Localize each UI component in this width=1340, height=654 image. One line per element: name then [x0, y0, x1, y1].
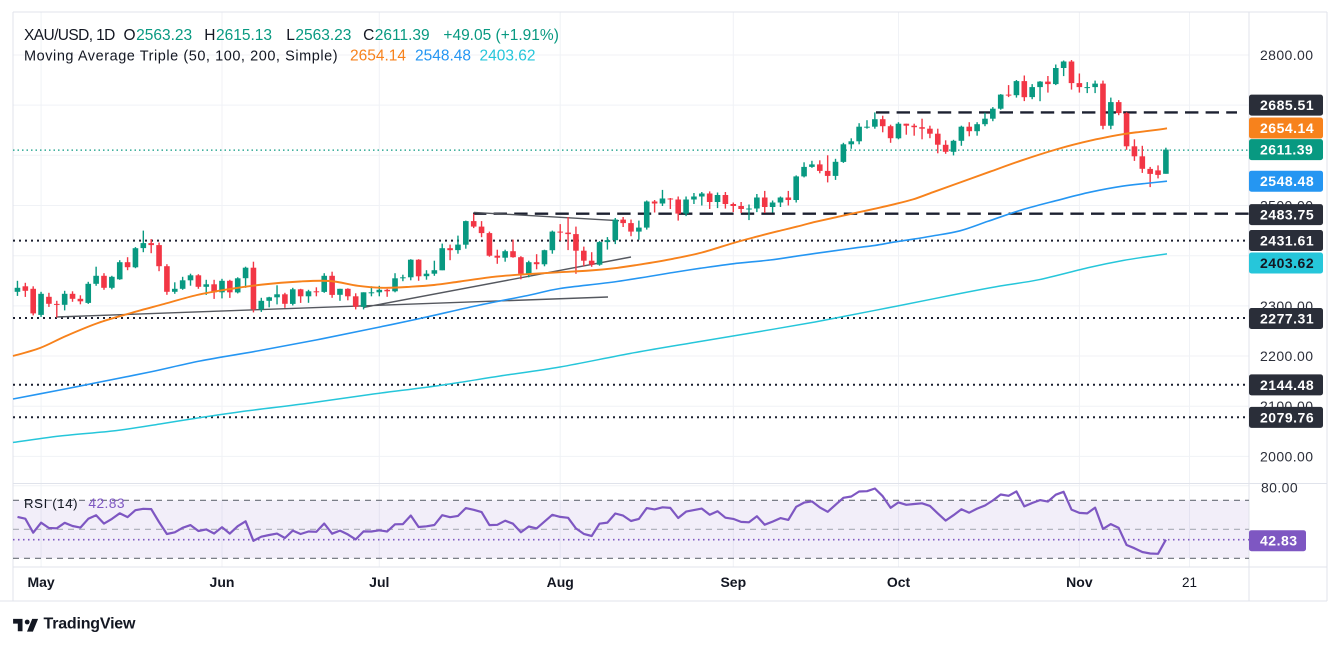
svg-text:O: O — [124, 27, 136, 44]
svg-text:Jul: Jul — [369, 574, 389, 590]
svg-text:Aug: Aug — [547, 574, 574, 590]
svg-text:2000.00: 2000.00 — [1260, 448, 1313, 464]
svg-text:21: 21 — [1182, 575, 1197, 590]
svg-text:2615.13: 2615.13 — [216, 27, 272, 44]
svg-text:2144.48: 2144.48 — [1260, 377, 1314, 393]
svg-text:Oct: Oct — [887, 574, 911, 590]
svg-text:2431.61: 2431.61 — [1260, 233, 1314, 249]
svg-text:2685.51: 2685.51 — [1260, 97, 1314, 113]
svg-text:XAU/USD, 1D: XAU/USD, 1D — [24, 27, 115, 44]
svg-text:2800.00: 2800.00 — [1260, 47, 1313, 63]
svg-text:May: May — [27, 574, 54, 590]
svg-text:2277.31: 2277.31 — [1260, 311, 1314, 327]
svg-text:42.83: 42.83 — [88, 496, 125, 511]
svg-text:2611.39: 2611.39 — [375, 27, 430, 44]
svg-text:TradingView: TradingView — [44, 616, 137, 633]
svg-text:RSI (14): RSI (14) — [24, 496, 78, 511]
svg-text:2654.14: 2654.14 — [1260, 120, 1314, 136]
svg-text:2611.39: 2611.39 — [1260, 142, 1313, 158]
svg-text:80.00: 80.00 — [1261, 480, 1298, 496]
svg-text:2654.14: 2654.14 — [350, 48, 406, 65]
svg-text:Jun: Jun — [210, 574, 235, 590]
svg-text:2548.48: 2548.48 — [415, 48, 471, 65]
svg-text:2079.76: 2079.76 — [1260, 409, 1314, 425]
svg-text:2483.75: 2483.75 — [1260, 207, 1314, 223]
svg-text:2563.23: 2563.23 — [295, 27, 351, 44]
svg-text:Moving Average Triple (50, 100: Moving Average Triple (50, 100, 200, Sim… — [24, 49, 338, 65]
svg-text:2548.48: 2548.48 — [1260, 173, 1314, 189]
svg-text:C: C — [363, 27, 374, 44]
svg-text:+49.05 (+1.91%): +49.05 (+1.91%) — [443, 27, 558, 44]
svg-text:L: L — [286, 27, 295, 44]
svg-text:2403.62: 2403.62 — [480, 48, 536, 65]
svg-text:H: H — [204, 27, 215, 44]
svg-text:2200.00: 2200.00 — [1260, 348, 1313, 364]
svg-text:2403.62: 2403.62 — [1260, 255, 1314, 271]
svg-text:2563.23: 2563.23 — [136, 27, 192, 44]
svg-text:Nov: Nov — [1066, 574, 1093, 590]
svg-text:Sep: Sep — [720, 574, 746, 590]
svg-text:42.83: 42.83 — [1260, 533, 1298, 549]
